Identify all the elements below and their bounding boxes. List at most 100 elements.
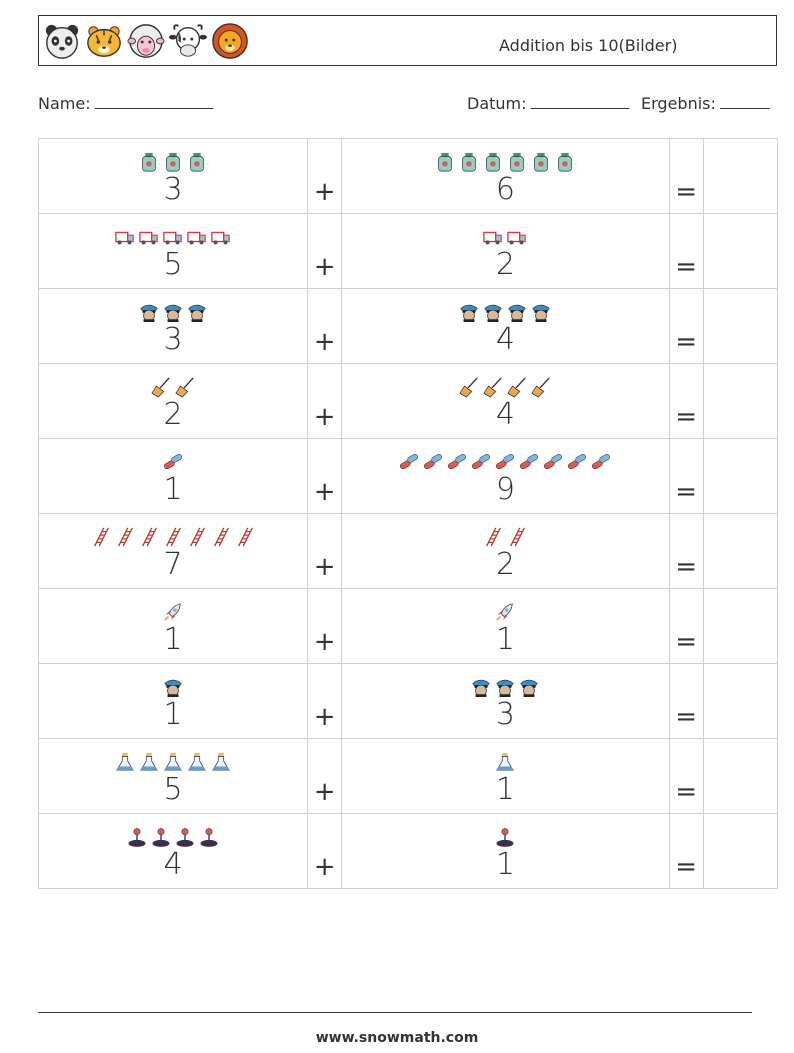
first-addend-cell: 1 — [37, 588, 309, 664]
equals-operator-symbol: = — [675, 552, 697, 582]
equals-operator: = — [668, 288, 704, 364]
picture-group — [39, 676, 307, 698]
lion-icon — [212, 23, 248, 59]
flask-icon — [212, 752, 230, 771]
ladder-icon — [214, 527, 229, 547]
plus-operator-symbol: + — [313, 327, 336, 357]
pills-icon — [472, 454, 491, 470]
problem-row: 3 +4 = — [37, 288, 779, 364]
truck-icon — [483, 231, 503, 245]
picture-group — [342, 151, 668, 173]
equals-operator: = — [668, 213, 704, 289]
picture-group — [342, 301, 668, 323]
pills-icon — [592, 454, 611, 470]
picture-group — [39, 526, 307, 548]
date-field[interactable]: Datum: — [467, 94, 629, 113]
picture-group — [342, 451, 668, 473]
flask-icon — [496, 752, 515, 771]
problem-table: 3 +6 = 5 +2 = 3 +4 = 2 +4 = 1 +9 = 7 +2 = 1 +1 = 1 +3 = 5 +1 = 4 +1 = — [37, 138, 779, 889]
picture-group — [342, 376, 668, 398]
picture-group — [342, 526, 668, 548]
name-field[interactable]: Name: — [38, 94, 213, 113]
addend-number: 2 — [495, 547, 515, 582]
pills-icon — [400, 454, 419, 470]
second-addend-cell: 6 — [341, 138, 670, 214]
addend-number: 5 — [163, 247, 183, 282]
addend-number: 1 — [163, 472, 183, 507]
second-addend-cell: 9 — [341, 438, 670, 514]
second-addend-cell: 1 — [341, 588, 670, 664]
picture-group — [39, 451, 307, 473]
picture-group — [39, 826, 307, 848]
flask-icon — [188, 752, 206, 771]
pills-icon — [424, 454, 443, 470]
police-officer-icon — [472, 679, 491, 697]
flask-icon — [140, 752, 158, 771]
answer-cell[interactable] — [702, 738, 779, 814]
addend-number: 9 — [495, 472, 515, 507]
second-addend-cell: 4 — [341, 363, 670, 439]
plus-operator: + — [307, 663, 343, 739]
first-addend-cell: 7 — [37, 513, 309, 589]
first-addend-cell: 1 — [37, 438, 309, 514]
joystick-icon — [152, 828, 170, 847]
equals-operator-symbol: = — [675, 402, 697, 432]
plus-operator: + — [307, 438, 343, 514]
police-officer-icon — [520, 679, 539, 697]
equals-operator: = — [668, 513, 704, 589]
plus-operator: + — [307, 513, 343, 589]
equals-operator-symbol: = — [675, 477, 697, 507]
worksheet-title: Addition bis 10(Bilder) — [499, 36, 678, 55]
truck-icon — [507, 231, 527, 245]
plus-operator-symbol: + — [313, 177, 336, 207]
answer-cell[interactable] — [702, 213, 779, 289]
plus-operator: + — [307, 213, 343, 289]
picture-group — [342, 826, 668, 848]
answer-cell[interactable] — [702, 663, 779, 739]
joystick-icon — [496, 828, 514, 847]
answer-cell[interactable] — [702, 513, 779, 589]
addend-number: 3 — [495, 697, 515, 732]
name-blank[interactable] — [94, 94, 213, 109]
addend-number: 4 — [495, 397, 515, 432]
addend-number: 1 — [495, 772, 515, 807]
worksheet-header: Addition bis 10(Bilder) — [38, 15, 777, 66]
answer-cell[interactable] — [702, 438, 779, 514]
addend-number: 4 — [163, 847, 183, 882]
joystick-icon — [176, 828, 194, 847]
plus-operator: + — [307, 138, 343, 214]
police-officer-icon — [496, 679, 515, 697]
footer-url[interactable]: www.snowmath.com — [315, 1030, 479, 1046]
ladder-icon — [166, 527, 181, 547]
answer-cell[interactable] — [702, 588, 779, 664]
broom-icon — [151, 377, 170, 398]
first-addend-cell: 5 — [37, 213, 309, 289]
result-blank[interactable] — [719, 94, 770, 109]
equals-operator-symbol: = — [675, 777, 697, 807]
answer-cell[interactable] — [702, 288, 779, 364]
footer-divider — [38, 1012, 752, 1013]
answer-cell[interactable] — [702, 363, 779, 439]
picture-group — [342, 751, 668, 773]
problem-row: 1 +1 = — [37, 588, 779, 664]
result-field[interactable]: Ergebnis: — [641, 94, 770, 113]
plus-operator: + — [307, 363, 343, 439]
equals-operator: = — [668, 138, 704, 214]
pills-icon — [568, 454, 587, 470]
jar-icon — [534, 152, 549, 172]
jar-icon — [558, 152, 573, 172]
answer-cell[interactable] — [702, 813, 779, 889]
addend-number: 1 — [495, 847, 515, 882]
ladder-icon — [510, 527, 526, 547]
cow-icon — [169, 24, 207, 57]
equals-operator: = — [668, 738, 704, 814]
plus-operator-symbol: + — [313, 402, 336, 432]
problem-row: 3 +6 = — [37, 138, 779, 214]
police-officer-icon — [508, 304, 527, 322]
police-officer-icon — [188, 304, 206, 322]
date-blank[interactable] — [530, 94, 629, 109]
answer-cell[interactable] — [702, 138, 779, 214]
second-addend-cell: 1 — [341, 813, 670, 889]
broom-icon — [507, 377, 527, 398]
picture-group — [342, 601, 668, 623]
